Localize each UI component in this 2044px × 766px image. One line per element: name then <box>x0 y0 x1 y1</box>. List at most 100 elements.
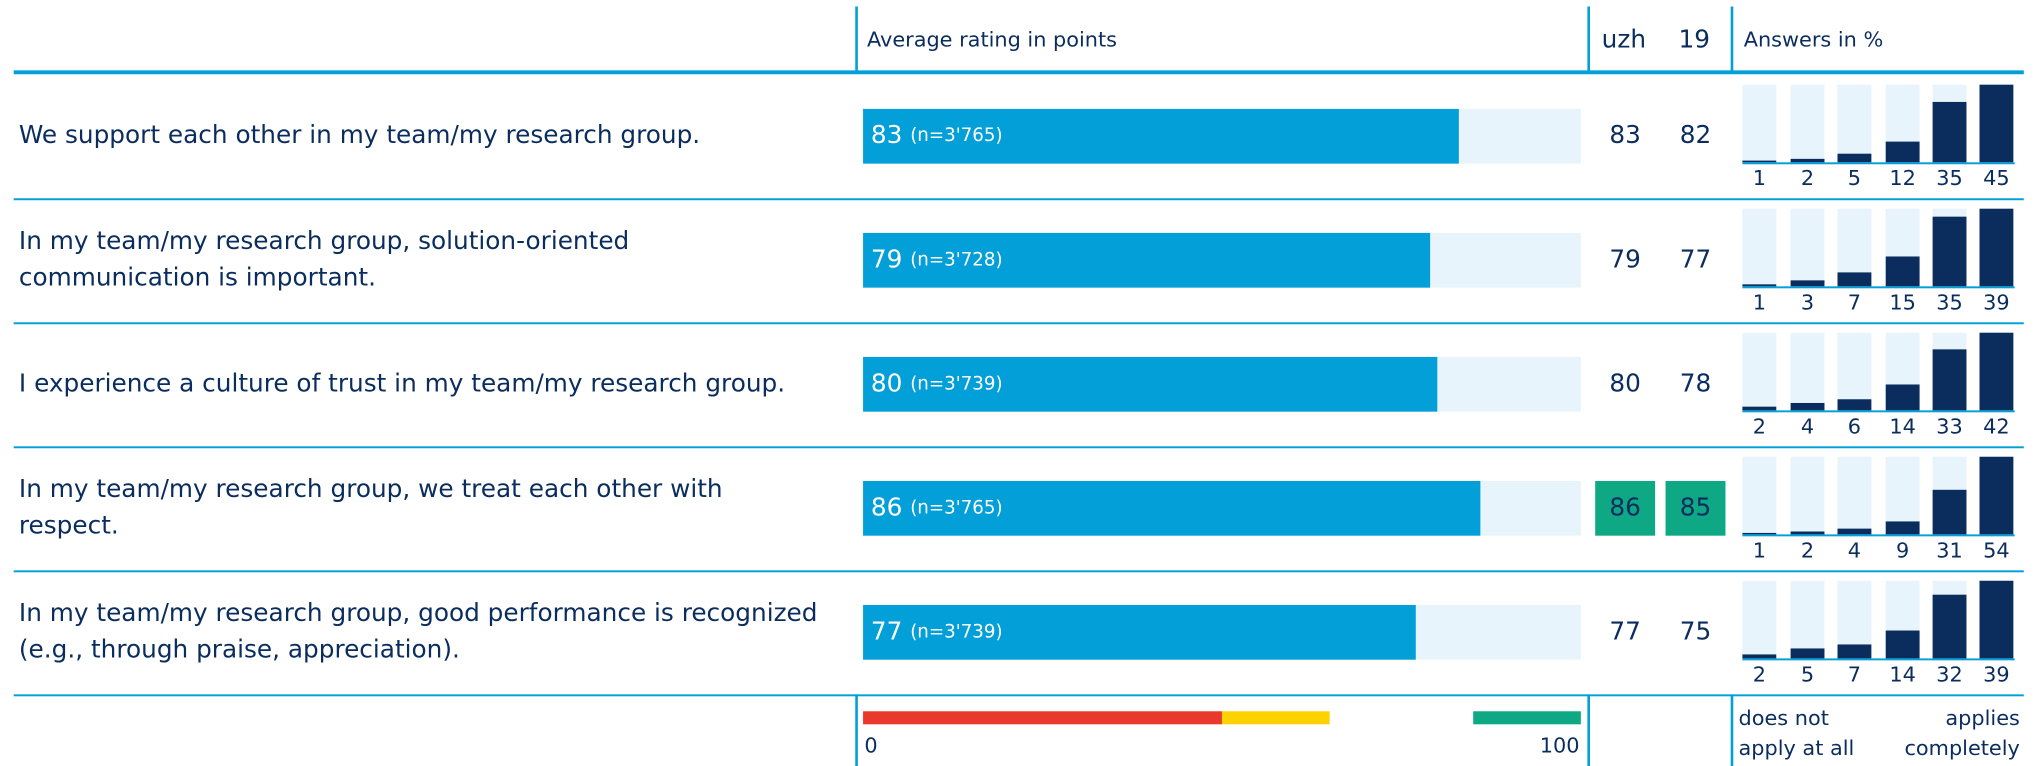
answer-bar <box>1885 630 1920 659</box>
uzh-value: 86 <box>1609 492 1641 521</box>
answer-baseline <box>1742 658 2015 661</box>
question: communication is important. <box>19 263 376 292</box>
question: (e.g., through praise, appreciation). <box>19 635 460 664</box>
rating-value: 79 <box>871 244 903 273</box>
scale-band <box>1221 711 1330 725</box>
question: In my team/my research group, good perfo… <box>19 598 818 627</box>
scale-max: 100 <box>1540 733 1580 757</box>
answer-bar <box>1932 349 1967 411</box>
rating-header: Average rating in points <box>867 27 1117 51</box>
scale-band <box>863 711 1222 725</box>
answer-track <box>1742 580 1777 659</box>
question: respect. <box>19 511 119 540</box>
rating-label: 83 (n=3'765) <box>871 120 1003 149</box>
answer-bar <box>1837 399 1872 411</box>
answer-bar <box>1932 594 1967 659</box>
rating-n: (n=3'765) <box>910 125 1002 146</box>
answer-bar <box>1790 280 1825 287</box>
answer-track <box>1742 456 1777 535</box>
answer-bar <box>1837 644 1872 659</box>
answer-baseline <box>1742 410 2015 413</box>
answer-bar <box>1979 580 2014 659</box>
row-rule <box>13 694 2024 697</box>
rating-label: 80 (n=3'739) <box>871 368 1003 397</box>
answer-bar <box>1837 153 1872 163</box>
divider <box>1730 6 1734 72</box>
answer-label: 1 <box>1753 538 1766 562</box>
row-rule <box>13 198 2024 201</box>
answer-bar <box>1742 654 1777 659</box>
y19-value: 85 <box>1680 492 1712 521</box>
answer-track <box>1837 332 1872 411</box>
answer-label: 42 <box>1983 414 2010 438</box>
answer-track <box>1790 332 1825 411</box>
divider <box>1730 694 1734 766</box>
highlight-box <box>1665 480 1726 536</box>
answer-label: 39 <box>1983 290 2010 314</box>
answer-label: 9 <box>1896 538 1909 562</box>
answer-bar <box>1742 284 1777 287</box>
rating-bar <box>863 232 1431 288</box>
answer-label: 7 <box>1848 290 1861 314</box>
row-rule <box>13 322 2024 325</box>
answer-bar <box>1837 528 1872 535</box>
answer-label: 15 <box>1889 290 1916 314</box>
uzh-value: 79 <box>1609 244 1641 273</box>
answer-bar <box>1742 532 1777 535</box>
answer-label: 32 <box>1936 662 1963 686</box>
answer-label: 5 <box>1801 662 1814 686</box>
scale-band <box>1473 711 1581 725</box>
answer-track <box>1742 332 1777 411</box>
answer-label: 39 <box>1983 662 2010 686</box>
answer-baseline <box>1742 534 2015 537</box>
rating-bar <box>863 356 1438 412</box>
answer-bar <box>1790 158 1825 163</box>
rating-label: 79 (n=3'728) <box>871 244 1003 273</box>
divider <box>1587 694 1590 766</box>
legend-left: apply at all <box>1738 736 1854 760</box>
answer-label: 3 <box>1801 290 1814 314</box>
answer-track <box>1790 580 1825 659</box>
row-rule <box>13 446 2024 449</box>
uzh-value: 77 <box>1609 616 1641 645</box>
answer-bar <box>1932 216 1967 287</box>
rating-bar <box>863 480 1481 536</box>
answer-track <box>1790 208 1825 287</box>
y19-value: 75 <box>1680 616 1712 645</box>
rating-value: 80 <box>871 368 903 397</box>
rating-n: (n=3'739) <box>910 373 1002 394</box>
rating-value: 86 <box>871 492 903 521</box>
answer-track <box>1742 84 1777 163</box>
answer-label: 33 <box>1936 414 1963 438</box>
uzh-header: uzh <box>1602 24 1646 53</box>
answer-label: 14 <box>1889 662 1916 686</box>
answer-label: 12 <box>1889 166 1916 190</box>
highlight-box <box>1595 480 1656 536</box>
y19-value: 77 <box>1680 244 1712 273</box>
answer-bar <box>1885 521 1920 535</box>
uzh-value: 83 <box>1609 120 1641 149</box>
answer-bar <box>1837 272 1872 287</box>
answer-label: 2 <box>1801 166 1814 190</box>
answer-track <box>1790 456 1825 535</box>
answer-label: 7 <box>1848 662 1861 686</box>
answer-label: 5 <box>1848 166 1861 190</box>
answer-label: 2 <box>1801 538 1814 562</box>
rating-n: (n=3'728) <box>910 249 1002 270</box>
rating-n: (n=3'739) <box>910 621 1002 642</box>
answer-bar <box>1885 384 1920 411</box>
legend-left: does not <box>1738 706 1828 730</box>
answer-label: 4 <box>1801 414 1814 438</box>
rating-label: 86 (n=3'765) <box>871 492 1003 521</box>
answer-bar <box>1979 84 2014 163</box>
y19-header: 19 <box>1678 24 1710 53</box>
y19-value: 82 <box>1680 120 1712 149</box>
answer-bar <box>1790 402 1825 411</box>
divider <box>855 6 858 72</box>
divider <box>1587 6 1590 72</box>
answer-track <box>1790 84 1825 163</box>
answer-label: 35 <box>1936 166 1963 190</box>
y19-value: 78 <box>1680 368 1712 397</box>
answer-label: 35 <box>1936 290 1963 314</box>
